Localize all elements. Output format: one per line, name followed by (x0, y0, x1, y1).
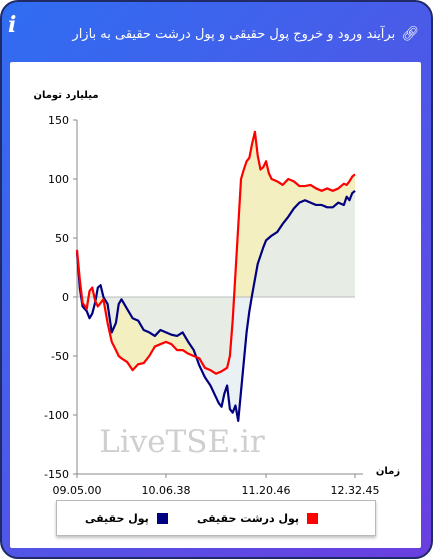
legend-item-series1[interactable]: پول حقیقی (85, 501, 168, 535)
widget-header: برآیند ورود و خروج پول حقیقی و پول درشت … (10, 8, 423, 60)
y-tick-label: -100 (44, 409, 69, 422)
legend-label-series2: پول درشت حقیقی (197, 511, 300, 525)
x-tick-label: 11.20.46 (242, 484, 291, 497)
y-axis-label: میلیارد تومان (33, 90, 98, 101)
x-tick-label: 12.32.45 (331, 484, 380, 497)
y-tick-label: 50 (55, 232, 69, 245)
x-tick-label: 10.06.38 (141, 484, 190, 497)
widget-title: برآیند ورود و خروج پول حقیقی و پول درشت … (72, 26, 396, 42)
x-tick-label: 09.05.00 (53, 484, 102, 497)
series-line-2 (75, 130, 356, 375)
legend-label-series1: پول حقیقی (85, 511, 149, 525)
legend-item-series2[interactable]: پول درشت حقیقی (197, 501, 319, 535)
legend: پول حقیقی پول درشت حقیقی (56, 500, 376, 536)
watermark: LiveTSE.ir (99, 424, 265, 460)
y-tick-label: -50 (51, 350, 69, 363)
area-fill-series1 (77, 190, 355, 421)
link-icon[interactable]: 🔗︎ (401, 26, 419, 42)
legend-swatch-series2 (307, 512, 319, 524)
y-tick-label: 150 (48, 114, 69, 127)
legend-swatch-series1 (156, 512, 168, 524)
y-tick-label: -150 (44, 468, 69, 481)
y-tick-label: 100 (48, 173, 69, 186)
info-icon[interactable]: i (8, 12, 17, 38)
series-line-1 (75, 189, 356, 422)
x-axis-label: زمان (376, 466, 400, 477)
y-tick-label: 0 (62, 291, 69, 304)
